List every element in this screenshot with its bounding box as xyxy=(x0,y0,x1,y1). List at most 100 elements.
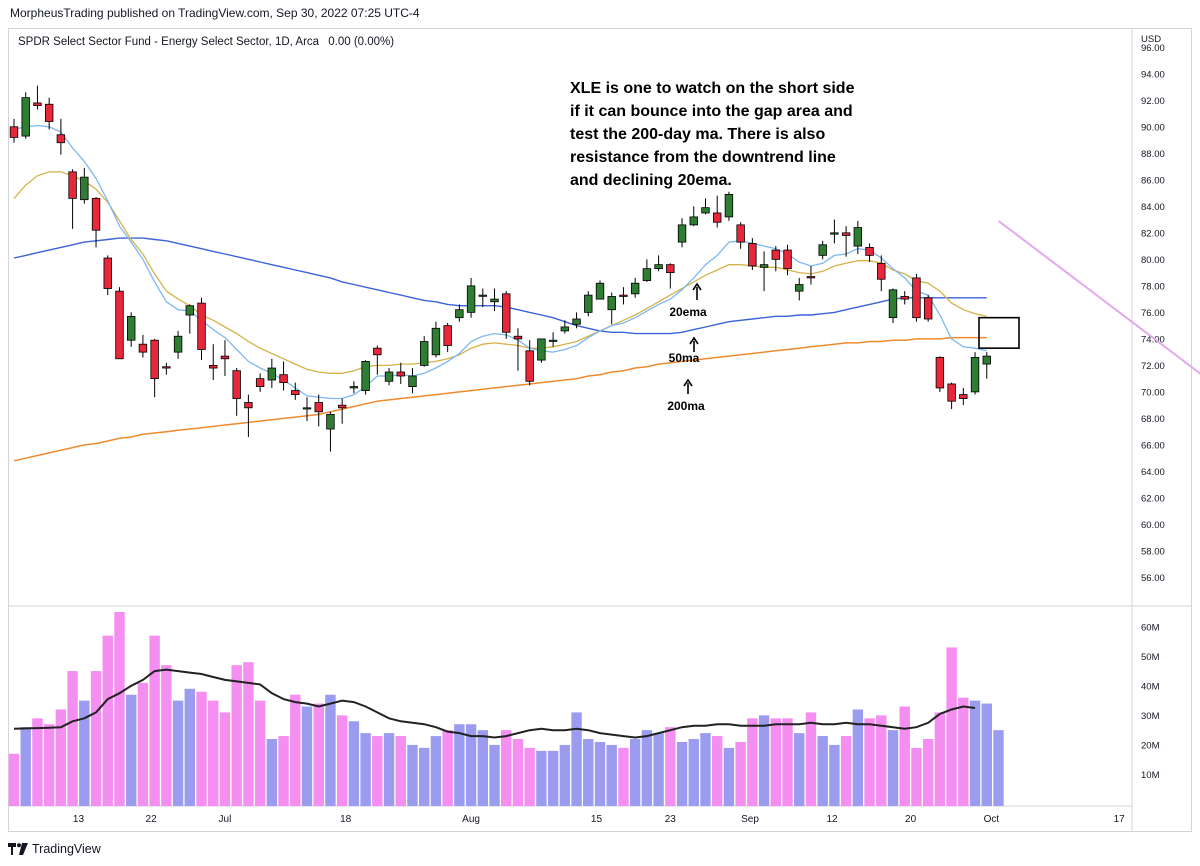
volume-bar xyxy=(254,700,266,806)
price-tick: 64.00 xyxy=(1141,467,1165,478)
volume-bar xyxy=(20,727,31,806)
volume-bar xyxy=(32,718,43,806)
ma200-line xyxy=(13,336,987,462)
candle-body xyxy=(466,285,476,313)
volume-bar xyxy=(665,727,676,806)
annotation-line: and declining 20ema. xyxy=(570,172,732,189)
volume-tick: 50M xyxy=(1141,652,1160,663)
price-tick: 92.00 xyxy=(1141,96,1165,107)
volume-bar xyxy=(629,739,641,806)
volume-bar xyxy=(770,718,781,806)
volume-bar xyxy=(547,750,559,806)
price-tick: 70.00 xyxy=(1141,387,1165,398)
candle-body xyxy=(841,232,851,236)
candle-body xyxy=(209,364,218,369)
candle-body xyxy=(115,290,124,360)
label-arrowhead xyxy=(683,378,693,387)
label-arrowhead xyxy=(692,282,702,291)
volume-bar xyxy=(114,612,125,806)
candle-body xyxy=(21,97,30,137)
volume-bar xyxy=(90,671,102,806)
price-tick: 66.00 xyxy=(1141,440,1165,451)
candle-body xyxy=(326,414,335,430)
volume-bar xyxy=(794,733,805,806)
candle-body xyxy=(748,243,757,267)
volume-bar xyxy=(372,736,383,806)
volume-bar xyxy=(55,709,67,806)
volume-bar xyxy=(782,718,793,806)
ma-label: 200ma xyxy=(667,399,705,413)
candle-body xyxy=(80,176,89,201)
date-tick: 15 xyxy=(591,814,603,825)
volume-bar xyxy=(887,730,899,806)
volume-bar xyxy=(67,671,78,806)
volume-bar xyxy=(958,697,969,806)
volume-bar xyxy=(571,712,582,806)
volume-bar xyxy=(899,706,910,806)
symbol-header: SPDR Select Sector Fund - Energy Select … xyxy=(18,36,394,48)
volume-bar xyxy=(172,700,184,806)
candle-body xyxy=(630,282,640,295)
volume-bar xyxy=(243,662,254,806)
candle-body xyxy=(830,232,839,235)
volume-bar xyxy=(805,712,817,806)
candle-body xyxy=(419,341,429,366)
candle-body xyxy=(185,305,194,316)
price-tick: 74.00 xyxy=(1141,334,1165,345)
volume-bar xyxy=(840,736,852,806)
volume-bar xyxy=(559,744,571,806)
candle-body xyxy=(384,371,394,382)
volume-tick: 10M xyxy=(1141,770,1160,781)
price-tick: 72.00 xyxy=(1141,361,1165,372)
candle-body xyxy=(150,339,159,380)
annotation-line: if it can bounce into the gap area and xyxy=(570,103,853,120)
candle-body xyxy=(947,383,956,402)
volume-bar xyxy=(231,665,242,806)
candle-body xyxy=(724,193,734,218)
candle-body xyxy=(396,371,405,377)
price-tick: 58.00 xyxy=(1141,546,1165,557)
price-tick: 84.00 xyxy=(1141,202,1165,213)
candle-body xyxy=(806,276,816,279)
volume-bar xyxy=(512,739,524,806)
symbol-title: SPDR Select Sector Fund - Energy Select … xyxy=(18,36,320,48)
price-tick: 82.00 xyxy=(1141,228,1165,239)
volume-bar xyxy=(817,736,828,806)
volume-bar xyxy=(219,712,231,806)
volume-bar xyxy=(348,721,360,806)
price-change: 0.00 (0.00%) xyxy=(328,36,395,48)
candle-body xyxy=(443,325,452,346)
candle-body xyxy=(232,370,241,399)
volume-bar xyxy=(102,635,113,806)
candle-body xyxy=(642,268,652,281)
tradingview-logo[interactable]: TradingView xyxy=(8,842,101,856)
downtrend-line xyxy=(997,220,1200,375)
ema20-line xyxy=(13,124,987,400)
volume-bar xyxy=(688,739,699,806)
volume-bar xyxy=(758,715,770,806)
candle-body xyxy=(818,244,827,256)
volume-bar xyxy=(969,700,981,806)
volume-bar xyxy=(161,665,172,806)
candle-body xyxy=(654,264,663,270)
volume-bar xyxy=(137,682,149,806)
candle-body xyxy=(713,212,722,223)
volume-bar xyxy=(149,635,160,806)
volume-bar xyxy=(79,700,90,806)
price-tick: 60.00 xyxy=(1141,520,1165,531)
volume-tick: 60M xyxy=(1141,622,1160,633)
volume-bar xyxy=(934,712,946,806)
volume-bar xyxy=(43,724,55,806)
price-tick: 88.00 xyxy=(1141,149,1165,160)
ma-label: 50ma xyxy=(669,351,700,365)
price-tick: 90.00 xyxy=(1141,122,1165,133)
ema-slow-line xyxy=(13,171,987,374)
candle-body xyxy=(431,327,441,356)
annotation-line: resistance from the downtrend line xyxy=(570,149,836,166)
candle-body xyxy=(302,407,312,410)
candle-body xyxy=(771,249,780,260)
gap-box xyxy=(978,316,1020,349)
volume-tick: 20M xyxy=(1141,740,1160,751)
candle-body xyxy=(537,338,546,361)
